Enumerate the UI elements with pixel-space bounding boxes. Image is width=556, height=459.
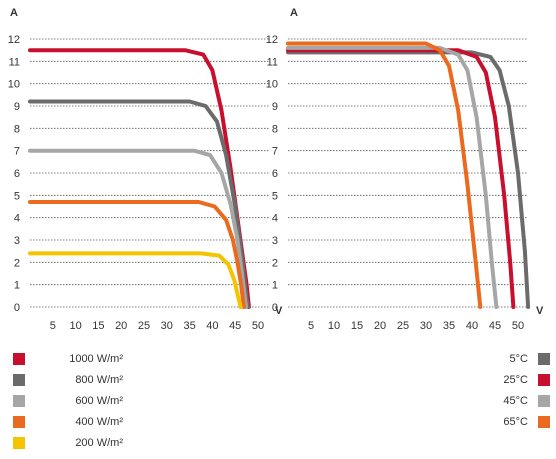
y-tick-label: 3: [272, 235, 278, 247]
y-axis-label: A: [10, 7, 18, 19]
x-tick-label: 20: [115, 320, 127, 330]
x-axis-label: V: [536, 305, 544, 317]
x-tick-label: 50: [252, 320, 264, 330]
y-tick-label: 11: [9, 56, 20, 68]
x-tick-label: 5: [50, 320, 56, 330]
legend-item: 1000 W/m²: [13, 352, 123, 366]
legend-label: 800 W/m²: [75, 374, 123, 386]
y-tick-label: 1: [272, 280, 278, 292]
temperature-legend: 5°C 25°C 45°C 65°C: [356, 0, 556, 459]
y-tick-label: 9: [14, 101, 20, 113]
y-tick-label: 4: [14, 213, 20, 225]
legend-item: 400 W/m²: [13, 415, 123, 429]
legend-swatch: [13, 353, 25, 365]
x-tick-label: 40: [466, 320, 478, 330]
legend-label: 45°C: [503, 395, 528, 407]
y-tick-label: 1: [14, 280, 20, 292]
series-line: [286, 41, 483, 309]
y-tick-label: 10: [8, 79, 20, 91]
x-tick-label: 45: [229, 320, 241, 330]
x-axis-label: V: [275, 305, 283, 317]
x-tick-label: 35: [443, 320, 455, 330]
series-line: [28, 200, 246, 309]
legend-label: 5°C: [509, 353, 528, 365]
x-tick-label: 15: [92, 320, 104, 330]
y-tick-label: 7: [14, 146, 20, 158]
x-tick-label: 50: [512, 320, 524, 330]
irradiance-legend: 1000 W/m² 800 W/m² 600 W/m² 400 W/m² 200 W/m…: [0, 0, 200, 459]
legend-label: 25°C: [503, 374, 528, 386]
x-tick-label: 30: [420, 320, 432, 330]
y-tick-label: 6: [272, 168, 278, 180]
series-line: [28, 251, 243, 309]
series-line: [286, 45, 499, 309]
legend-label: 1000 W/m²: [69, 353, 123, 365]
legend-label: 65°C: [503, 416, 528, 428]
series-line: [286, 48, 516, 309]
y-tick-label: 10: [266, 79, 278, 91]
legend-swatch: [13, 416, 25, 428]
legend-item: 25°C: [503, 373, 550, 387]
x-tick-label: 15: [351, 320, 363, 330]
legend-item: 600 W/m²: [13, 394, 123, 408]
y-tick-label: 4: [272, 213, 278, 225]
legend-item: 200 W/m²: [13, 436, 123, 450]
x-tick-label: 10: [328, 320, 340, 330]
y-tick-label: 11: [267, 56, 278, 68]
x-tick-label: 25: [397, 320, 409, 330]
y-tick-label: 12: [8, 34, 20, 46]
legend-swatch: [538, 353, 550, 365]
x-tick-label: 45: [489, 320, 501, 330]
legend-item: 800 W/m²: [13, 373, 123, 387]
y-tick-label: 0: [14, 302, 20, 314]
y-tick-label: 9: [272, 101, 278, 113]
legend-swatch: [538, 395, 550, 407]
x-tick-label: 20: [374, 320, 386, 330]
x-tick-label: 10: [69, 320, 81, 330]
x-tick-label: 35: [183, 320, 195, 330]
x-tick-label: 40: [206, 320, 218, 330]
legend-swatch: [13, 437, 25, 449]
x-tick-label: 25: [138, 320, 150, 330]
legend-swatch: [13, 395, 25, 407]
y-tick-label: 5: [14, 190, 20, 202]
legend-item: 45°C: [503, 394, 550, 408]
y-tick-label: 0: [272, 302, 278, 314]
y-tick-label: 3: [14, 235, 20, 247]
y-tick-label: 8: [14, 123, 20, 135]
legend-item: 65°C: [503, 415, 550, 429]
y-tick-label: 6: [14, 168, 20, 180]
series-line: [286, 50, 531, 309]
x-tick-label: 30: [161, 320, 173, 330]
y-tick-label: 5: [272, 190, 278, 202]
y-tick-label: 2: [14, 257, 20, 269]
legend-label: 400 W/m²: [75, 416, 123, 428]
legend-label: 200 W/m²: [75, 437, 123, 449]
legend-label: 600 W/m²: [75, 395, 123, 407]
y-tick-label: 8: [272, 123, 278, 135]
legend-swatch: [13, 374, 25, 386]
y-tick-label: 2: [272, 257, 278, 269]
legend-item: 5°C: [510, 352, 550, 366]
legend-swatch: [538, 374, 550, 386]
y-tick-label: 12: [266, 34, 278, 46]
series-line: [28, 148, 249, 309]
y-tick-label: 7: [272, 146, 278, 158]
y-axis-label: A: [290, 7, 298, 19]
x-tick-label: 5: [308, 320, 314, 330]
legend-swatch: [538, 416, 550, 428]
